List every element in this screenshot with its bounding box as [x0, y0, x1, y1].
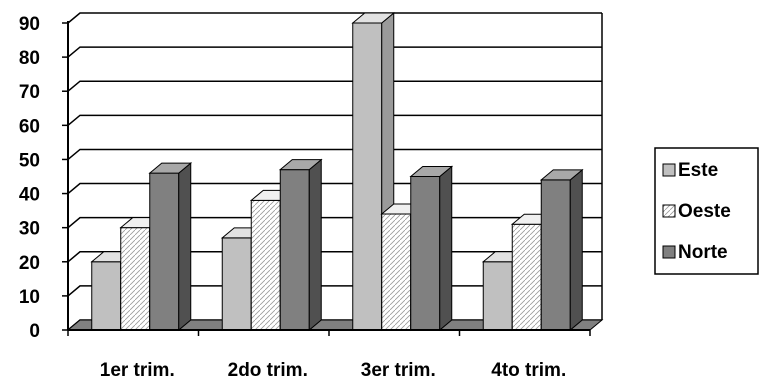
x-tick-label: 2do trim.: [228, 360, 308, 379]
axes: [67, 21, 591, 336]
gridline: [67, 182, 602, 195]
gridline: [67, 80, 602, 92]
bar-norte-3: [409, 165, 454, 332]
gridline: [67, 12, 602, 24]
gridline: [67, 46, 602, 58]
legend-label-norte: Norte: [678, 242, 728, 263]
bar-side: [569, 168, 583, 332]
bar-front: [511, 223, 542, 331]
y-tick-label: 90: [19, 14, 40, 35]
y-tick-label: 10: [19, 287, 40, 308]
bar-side: [308, 158, 322, 332]
bar-front: [91, 261, 122, 331]
y-axis-ticks: 0 10 20 30 40 50 60 70 80 90: [19, 14, 40, 342]
bar-norte-1: [148, 162, 193, 332]
x-tick-label: 3er trim.: [361, 360, 436, 379]
y-tick-label: 60: [19, 116, 40, 137]
bar-side: [439, 165, 453, 332]
legend-label-este: Este: [678, 160, 718, 181]
bar-front: [540, 179, 571, 331]
bar-front: [482, 261, 513, 331]
x-tick-label: 1er trim.: [100, 360, 175, 379]
legend: Este Oeste Norte: [654, 147, 759, 275]
bar-norte-4: [539, 168, 584, 332]
bar-top: [351, 12, 396, 24]
bar-top: [278, 159, 323, 171]
y-tick-label: 80: [19, 48, 40, 69]
bar-front: [352, 22, 383, 331]
bar-top: [409, 166, 454, 177]
bar-side: [178, 162, 192, 332]
bar-norte-2: [278, 158, 323, 332]
y-tick-label: 20: [19, 253, 40, 274]
legend-swatch-oeste: [662, 204, 676, 218]
gridlines: [62, 12, 603, 331]
gridline: [67, 114, 602, 126]
legend-swatch-este: [662, 163, 676, 177]
x-axis-labels: 1er trim. 2do trim. 3er trim. 4to trim.: [100, 360, 566, 381]
bar-front: [120, 227, 151, 331]
gridline: [67, 148, 602, 161]
bar-front: [221, 237, 252, 331]
bar-front: [279, 169, 310, 331]
bar-front: [149, 172, 180, 331]
y-tick-label: 0: [29, 321, 40, 342]
y-tick-label: 50: [19, 150, 40, 171]
legend-swatch-norte: [662, 245, 676, 259]
x-tick-label: 4to trim.: [491, 360, 566, 379]
bar-front: [381, 213, 412, 331]
bar-front: [410, 176, 441, 331]
y-tick-label: 30: [19, 219, 40, 240]
bar-front: [250, 199, 281, 331]
y-tick-label: 40: [19, 185, 40, 206]
bar-top: [148, 162, 193, 174]
bars-group: [90, 11, 584, 332]
legend-label-oeste: Oeste: [678, 201, 731, 222]
bar-top: [539, 169, 584, 181]
y-tick-label: 70: [19, 82, 40, 103]
